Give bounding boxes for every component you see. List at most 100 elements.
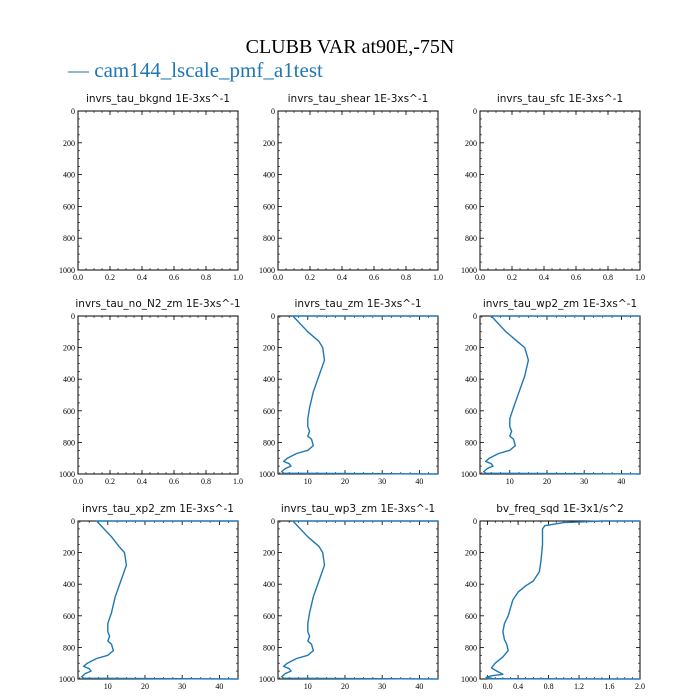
y-tick-label: 200 <box>63 344 75 353</box>
y-tick-label: 400 <box>63 375 75 384</box>
series-line <box>485 520 641 680</box>
subplot-6: invrs_tau_wp2_zm 1E-3xs^-1 0 200 400 600 800 1… <box>461 298 641 486</box>
y-tick-label: 600 <box>465 407 477 416</box>
y-tick-label: 600 <box>465 202 477 211</box>
x-tick-label: 0.8 <box>201 273 211 282</box>
y-tick-label: 400 <box>465 375 477 384</box>
y-tick-label: 1000 <box>59 266 75 275</box>
x-tick-label: 0.8 <box>201 477 211 486</box>
subplot-4: invrs_tau_no_N2_zm 1E-3xs^-10 200 400 600 80… <box>59 298 243 486</box>
legend-line-symbol: — <box>68 58 95 82</box>
y-tick-label: 400 <box>263 580 275 589</box>
y-tick-label: 1000 <box>259 470 275 479</box>
series-line <box>281 315 439 475</box>
y-tick-label: 800 <box>465 234 477 243</box>
y-tick-label: 0 <box>473 312 477 321</box>
x-tick-label: 1.0 <box>635 273 645 282</box>
x-tick-label: 0.2 <box>305 273 315 282</box>
x-tick-label: 20 <box>543 477 551 486</box>
y-tick-label: 600 <box>63 407 75 416</box>
x-tick-label: 10 <box>506 477 514 486</box>
y-tick-label: 400 <box>263 171 275 180</box>
series-line <box>281 520 439 680</box>
x-tick-label: 0.4 <box>513 682 523 691</box>
y-tick-label: 800 <box>63 234 75 243</box>
y-tick-label: 200 <box>465 549 477 558</box>
x-tick-label: 0.4 <box>539 273 549 282</box>
x-tick-label: 30 <box>178 682 186 691</box>
x-tick-label: 20 <box>341 682 349 691</box>
x-tick-label: 10 <box>304 682 312 691</box>
subplot-title: invrs_tau_no_N2_zm 1E-3xs^-1 <box>75 298 240 310</box>
x-tick-label: 0.0 <box>483 682 493 691</box>
legend-label: cam144_lscale_pmf_a1test <box>94 58 323 82</box>
y-tick-label: 400 <box>465 171 477 180</box>
y-tick-label: 800 <box>263 438 275 447</box>
subplot-title: invrs_tau_wp3_zm 1E-3xs^-1 <box>281 503 435 515</box>
y-tick-label: 200 <box>465 139 477 148</box>
y-tick-label: 0 <box>473 107 477 116</box>
x-tick-label: 0.4 <box>137 477 147 486</box>
series-line <box>80 520 239 680</box>
x-tick-label: 0.2 <box>507 273 517 282</box>
x-tick-label: 0.8 <box>401 273 411 282</box>
y-tick-label: 200 <box>263 344 275 353</box>
y-tick-label: 1000 <box>259 266 275 275</box>
subplot-1: invrs_tau_bkgnd 1E-3xs^-1 0 200 400 600 800 10… <box>59 93 243 282</box>
x-tick-label: 40 <box>617 477 625 486</box>
y-tick-label: 400 <box>465 580 477 589</box>
x-tick-label: 0.6 <box>169 477 179 486</box>
plot-frame <box>77 520 239 680</box>
plot-frame <box>277 110 439 271</box>
x-tick-label: 0.4 <box>137 273 147 282</box>
y-tick-label: 200 <box>63 549 75 558</box>
y-tick-label: 200 <box>263 549 275 558</box>
x-tick-label: 40 <box>415 477 423 486</box>
series-line <box>483 315 641 475</box>
y-tick-label: 200 <box>63 139 75 148</box>
subplot-title: invrs_tau_bkgnd 1E-3xs^-1 <box>86 93 230 105</box>
subplot-2: invrs_tau_shear 1E-3xs^-1 0 200 400 600 800 10… <box>259 93 443 282</box>
x-tick-label: 0.6 <box>571 273 581 282</box>
y-tick-label: 400 <box>63 580 75 589</box>
y-tick-label: 600 <box>263 407 275 416</box>
y-tick-label: 0 <box>71 517 75 526</box>
x-tick-label: 30 <box>580 477 588 486</box>
subplot-title: invrs_tau_sfc 1E-3xs^-1 <box>497 93 623 105</box>
y-tick-label: 600 <box>465 612 477 621</box>
x-tick-label: 0.6 <box>369 273 379 282</box>
subplot-title: invrs_tau_zm 1E-3xs^-1 <box>294 298 421 310</box>
x-tick-label: 20 <box>141 682 149 691</box>
y-tick-label: 0 <box>271 107 275 116</box>
x-tick-label: 0.8 <box>544 682 554 691</box>
y-tick-label: 1000 <box>461 266 477 275</box>
subplot-5: invrs_tau_zm 1E-3xs^-1 0 200 400 600 800 1000 1… <box>259 298 439 486</box>
subplot-7: invrs_tau_xp2_zm 1E-3xs^-1 0 200 400 600 800 1… <box>59 503 239 691</box>
y-tick-label: 0 <box>271 517 275 526</box>
plot-frame <box>277 520 439 680</box>
y-tick-label: 600 <box>263 612 275 621</box>
x-tick-label: 0.6 <box>169 273 179 282</box>
x-tick-label: 1.0 <box>233 273 243 282</box>
y-tick-label: 0 <box>271 312 275 321</box>
x-tick-label: 40 <box>215 682 223 691</box>
x-tick-label: 20 <box>341 477 349 486</box>
plot-frame <box>479 315 641 475</box>
y-tick-label: 1000 <box>59 470 75 479</box>
x-tick-label: 2.0 <box>635 682 645 691</box>
plot-frame <box>77 315 239 475</box>
y-tick-label: 0 <box>71 107 75 116</box>
x-tick-label: 1.6 <box>605 682 615 691</box>
x-tick-label: 30 <box>378 477 386 486</box>
y-tick-label: 400 <box>263 375 275 384</box>
x-tick-label: 0.0 <box>273 273 283 282</box>
y-tick-label: 800 <box>465 643 477 652</box>
figure-title: CLUBB VAR at90E,-75N <box>245 36 455 58</box>
subplot-title: invrs_tau_shear 1E-3xs^-1 <box>288 93 429 105</box>
y-tick-label: 800 <box>63 643 75 652</box>
x-tick-label: 0.0 <box>475 273 485 282</box>
subplot-title: bv_freq_sqd 1E-3x1/s^2 <box>496 503 624 515</box>
y-tick-label: 1000 <box>259 675 275 684</box>
x-tick-label: 10 <box>104 682 112 691</box>
y-tick-label: 600 <box>263 202 275 211</box>
